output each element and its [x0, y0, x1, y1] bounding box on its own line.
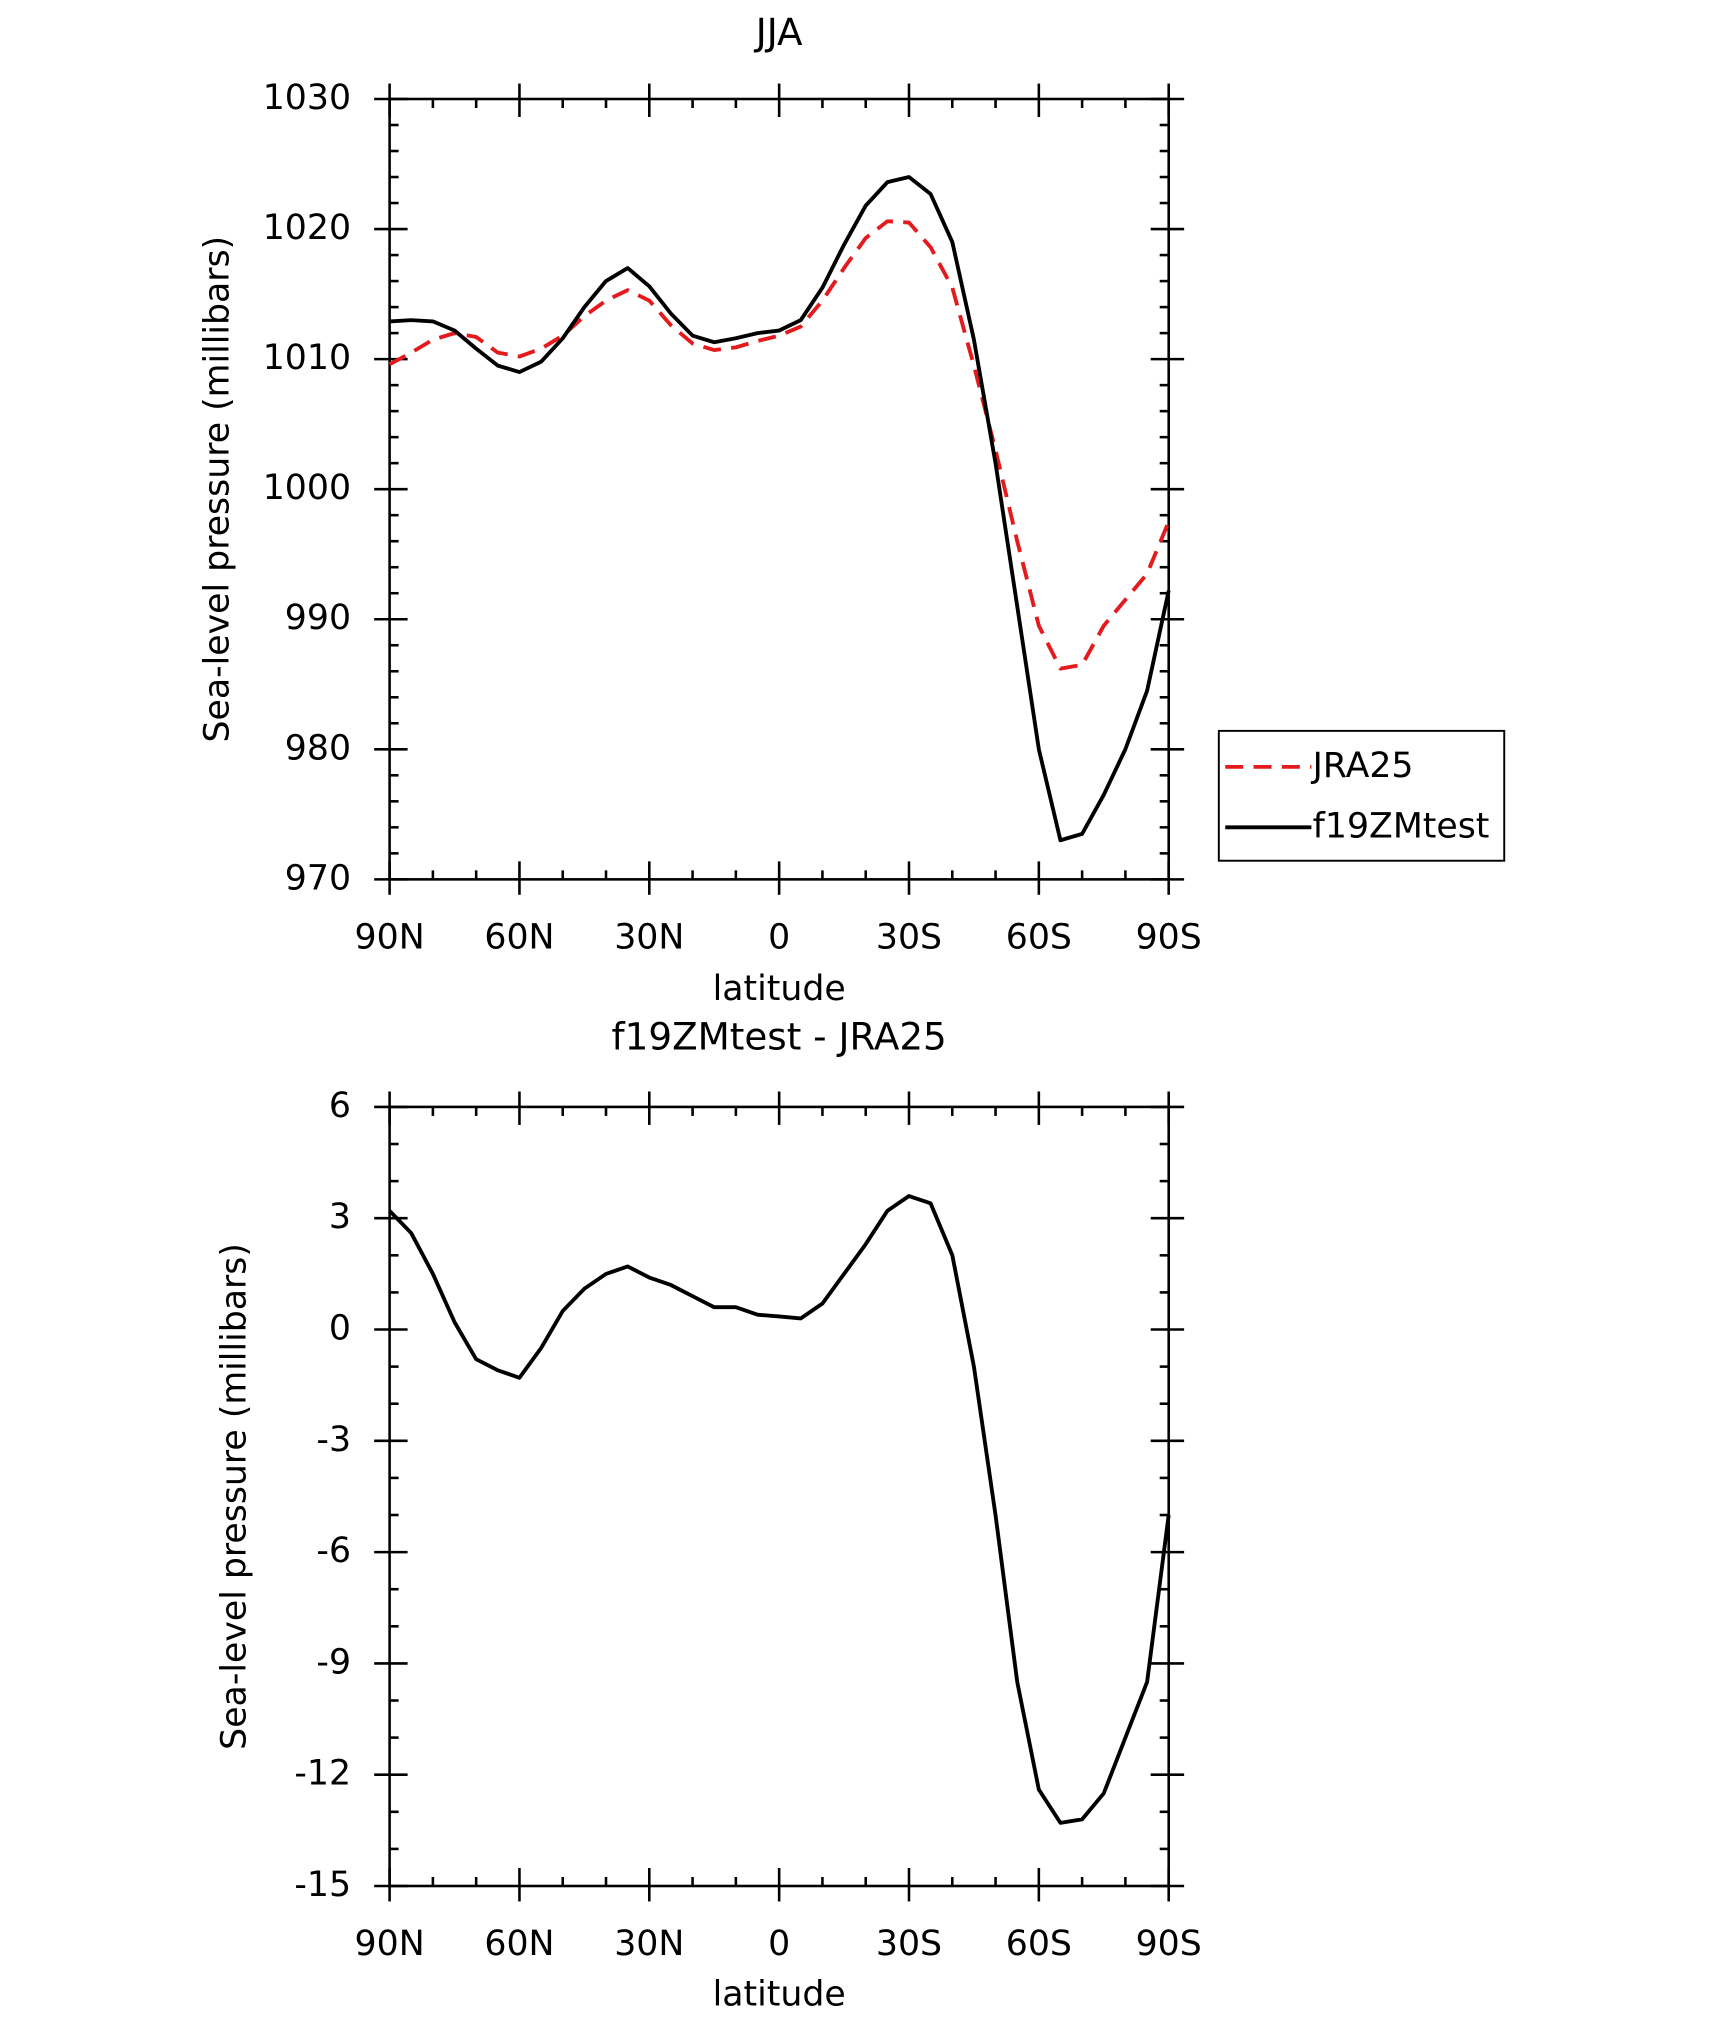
plot-frame	[388, 97, 1170, 881]
x-tick-label: 30N	[614, 1924, 684, 1964]
y-axis-title: Sea-level pressure (millibars)	[198, 236, 238, 743]
series-line	[388, 1194, 1171, 1825]
x-tick-label: 0	[768, 918, 790, 958]
x-tick-label: 90S	[1136, 1924, 1202, 1964]
y-tick-label: 6	[329, 1086, 351, 1126]
y-tick-label: 980	[285, 728, 351, 768]
legend-label: f19ZMtest	[1313, 806, 1490, 846]
x-tick-label: 30N	[614, 918, 684, 958]
y-tick-label: 970	[285, 858, 351, 898]
x-tick-label: 60S	[1006, 1924, 1072, 1964]
y-tick-label: -9	[316, 1642, 351, 1682]
x-tick-label: 60S	[1006, 918, 1072, 958]
y-axis-title: Sea-level pressure (millibars)	[214, 1243, 254, 1750]
y-tick-label: 990	[285, 598, 351, 638]
plot: JJA latitude Sea-level pressure (millibars…	[198, 10, 1506, 1009]
x-axis-title: latitude	[713, 1974, 846, 2014]
y-tick-label: 1020	[263, 208, 351, 248]
y-tick-label: -3	[316, 1420, 351, 1460]
x-tick-label: 90S	[1136, 918, 1202, 958]
y-tick-label: 1010	[263, 338, 351, 378]
y-tick-label: 3	[329, 1197, 351, 1237]
x-axis-title: latitude	[713, 969, 846, 1009]
y-tick-label: -12	[294, 1754, 351, 1794]
x-tick-label: 30S	[876, 1924, 942, 1964]
x-tick-label: 30S	[876, 918, 942, 958]
x-tick-label: 90N	[355, 1924, 425, 1964]
chart-title: f19ZMtest - JRA25	[612, 1014, 947, 1058]
legend: JRA25 f19ZMtest	[1217, 729, 1506, 862]
x-tick-label: 60N	[484, 918, 554, 958]
x-tick-label: 0	[768, 1924, 790, 1964]
series-line	[388, 219, 1171, 671]
series-line	[389, 175, 1171, 843]
y-tick-label: 1030	[263, 78, 351, 118]
y-tick-label: -6	[316, 1531, 351, 1571]
y-tick-label: 1000	[263, 468, 351, 508]
x-tick-label: 60N	[484, 1924, 554, 1964]
plot-frame	[388, 1105, 1170, 1888]
plot: f19ZMtest - JRA25 latitude Sea-level press…	[214, 1014, 1201, 2014]
y-tick-label: -15	[294, 1865, 351, 1905]
legend-label: JRA25	[1311, 746, 1414, 786]
x-tick-label: 90N	[355, 918, 425, 958]
chart-title: JJA	[754, 10, 803, 54]
legend-box	[1217, 729, 1506, 862]
y-tick-label: 0	[329, 1309, 351, 1349]
